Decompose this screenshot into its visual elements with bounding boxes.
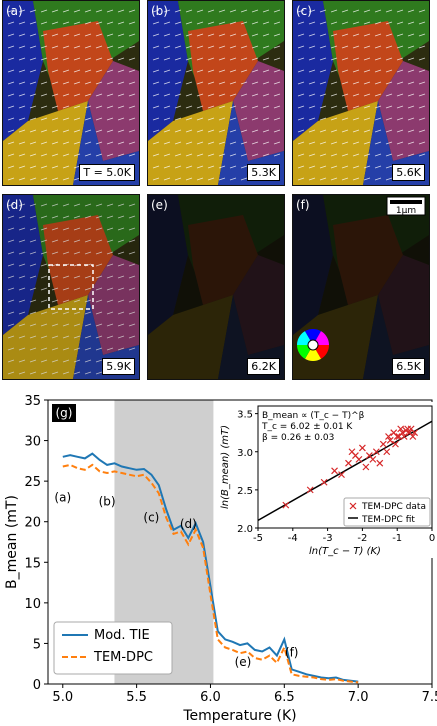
inset-y-tick-label: 3.5 — [237, 410, 253, 421]
scale-bar: 1μm — [386, 196, 426, 216]
scale-bar-label: 1μm — [396, 206, 416, 216]
inset-data-point — [320, 478, 328, 486]
legend-label: TEM-DPC — [93, 650, 153, 665]
point-annotation: (c) — [143, 511, 159, 525]
bmean-chart: 5.0 5.5 6.0 6.5 7.0 7.5 0 5 10 15 20 25 30 35 Temperat… — [4, 394, 437, 724]
image-panel-e: (e) 6.2K — [147, 194, 285, 380]
inset-y-tick-label: 2.0 — [237, 524, 253, 535]
x-tick-label: 6.5 — [274, 690, 295, 705]
temperature-label: 5.3K — [247, 164, 280, 181]
x-tick-label: 7.0 — [348, 690, 369, 705]
inset-annotation: β = 0.26 ± 0.03 — [262, 433, 334, 443]
inset-data-point — [386, 436, 394, 444]
panel-label: (c) — [296, 4, 312, 18]
panel-label: (f) — [296, 198, 310, 212]
x-tick-label: 5.0 — [52, 690, 73, 705]
image-panel-c: (c) 5.6K — [292, 0, 430, 186]
inset-data-point — [376, 459, 384, 467]
x-tick-label: 5.5 — [126, 690, 147, 705]
inset-data-point — [400, 433, 408, 440]
inset-data-point — [411, 429, 419, 437]
inset-y-tick-label: 3.0 — [237, 448, 253, 459]
inset-data-point — [385, 433, 392, 440]
inset-data-point — [372, 448, 380, 456]
inset-data-point — [338, 471, 345, 479]
panel-label: (b) — [151, 4, 168, 18]
legend-x-marker-icon — [349, 502, 357, 510]
inset-legend: TEM-DPC data TEM-DPC fit — [343, 497, 431, 527]
inset-x-tick-label: 0 — [429, 533, 435, 544]
temperature-label: 5.6K — [392, 164, 425, 181]
inset-data-point — [398, 429, 406, 437]
inset-y-tick-label: 2.5 — [237, 486, 253, 497]
temperature-label: 6.5K — [392, 358, 425, 375]
inset-data-point — [379, 440, 387, 448]
inset-data-point — [369, 455, 377, 463]
panel-label: (e) — [151, 198, 168, 212]
inset-data-point — [393, 433, 401, 440]
point-annotation: (a) — [54, 490, 71, 504]
inset-annotation: T_c = 6.02 ± 0.01 K — [261, 422, 353, 432]
inset-x-axis-label: ln(T_c − T) (K) — [309, 546, 381, 557]
inset-x-tick-label: -2 — [357, 533, 367, 544]
x-tick-label: 6.0 — [200, 690, 221, 705]
point-annotation: (e) — [235, 655, 252, 669]
inset-annotation: B_mean ∝ (T_c − T)^β — [262, 411, 365, 421]
image-panel-d: (d) 5.9K — [2, 194, 140, 380]
inset-data-point — [345, 459, 352, 467]
x-tick-label: 7.5 — [422, 690, 437, 705]
y-tick-label: 25 — [24, 475, 41, 490]
inset-x-tick-label: -1 — [392, 533, 402, 544]
inset-data-point — [306, 486, 314, 494]
legend: Mod. TIE TEM-DPC — [53, 621, 173, 675]
inset-data-point — [362, 463, 370, 471]
y-tick-label: 35 — [24, 394, 41, 409]
image-panel-a: (a) T = 5.0K — [2, 0, 140, 186]
x-axis-label: Temperature (K) — [182, 708, 296, 724]
color-wheel-icon — [297, 329, 329, 361]
y-tick-label: 20 — [24, 516, 41, 531]
inset-data-point — [355, 455, 363, 463]
image-panel-f: 1μm (f) 6.5K — [292, 194, 430, 380]
legend-label: Mod. TIE — [94, 628, 150, 643]
panel-label: (d) — [6, 198, 23, 212]
inset-legend-label: TEM-DPC fit — [361, 515, 415, 525]
panel-label-g: (g) — [52, 404, 76, 422]
inset-data-point — [383, 448, 391, 456]
svg-text:(g): (g) — [56, 406, 73, 420]
inset-x-tick-label: -5 — [253, 533, 263, 544]
series-line — [62, 452, 359, 683]
inset-data-point — [397, 425, 405, 433]
inset-legend-label: TEM-DPC data — [361, 502, 426, 512]
inset-chart: -5 -4 -3 -2 -1 0 2.0 2.5 3.0 3.5 ln(T_c − T) (K) ln… — [218, 402, 436, 558]
inset-data-point — [409, 433, 417, 440]
temperature-label: 6.2K — [247, 358, 280, 375]
y-tick-label: 10 — [24, 597, 41, 612]
inset-data-point — [358, 444, 366, 452]
inset-x-tick-label: -3 — [323, 533, 333, 544]
point-annotation: (d) — [180, 517, 197, 531]
inset-data-point — [282, 501, 290, 509]
inset-y-axis-label: ln(B_mean) (mT) — [220, 425, 231, 509]
temperature-label: T = 5.0K — [79, 164, 135, 181]
y-tick-label: 0 — [33, 678, 41, 693]
panel-label: (a) — [6, 4, 23, 18]
point-annotation: (f) — [285, 645, 299, 659]
y-tick-label: 30 — [24, 435, 41, 450]
point-annotation: (b) — [99, 494, 116, 508]
y-axis-label: B_mean (mT) — [4, 495, 20, 589]
image-panel-b: (b) 5.3K — [147, 0, 285, 186]
inset-data-point — [392, 440, 399, 448]
y-tick-label: 5 — [33, 637, 41, 652]
y-tick-label: 15 — [24, 556, 41, 571]
temperature-label: 5.9K — [102, 358, 135, 375]
inset-x-tick-label: -4 — [288, 533, 298, 544]
inset-data-point — [331, 467, 338, 475]
series-line — [62, 463, 359, 684]
